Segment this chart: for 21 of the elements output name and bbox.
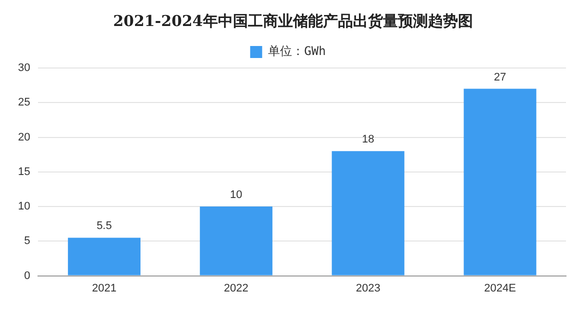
data-label: 10 xyxy=(230,189,242,202)
y-tick-label: 20 xyxy=(18,131,30,144)
y-tick-label: 5 xyxy=(24,235,30,248)
data-label: 18 xyxy=(362,134,374,146)
bar xyxy=(68,238,140,276)
x-tick-label: 2022 xyxy=(224,282,248,294)
y-tick-label: 30 xyxy=(18,62,30,74)
chart-title: 2021-2024年中国工商业储能产品出货量预测趋势图 xyxy=(112,12,474,31)
y-tick-label: 25 xyxy=(18,96,30,109)
data-label: 27 xyxy=(494,71,506,84)
y-tick-label: 10 xyxy=(18,200,30,213)
y-tick-label: 15 xyxy=(18,166,30,178)
bar xyxy=(464,88,536,276)
x-tick-label: 2023 xyxy=(356,282,380,294)
bar xyxy=(332,151,404,276)
x-tick-label: 2021 xyxy=(92,282,116,294)
bar xyxy=(200,206,272,276)
legend-label: 单位：GWh xyxy=(268,44,326,58)
x-tick-label: 2024E xyxy=(484,282,516,294)
y-tick-label: 0 xyxy=(24,270,30,282)
data-label: 5.5 xyxy=(96,220,112,232)
